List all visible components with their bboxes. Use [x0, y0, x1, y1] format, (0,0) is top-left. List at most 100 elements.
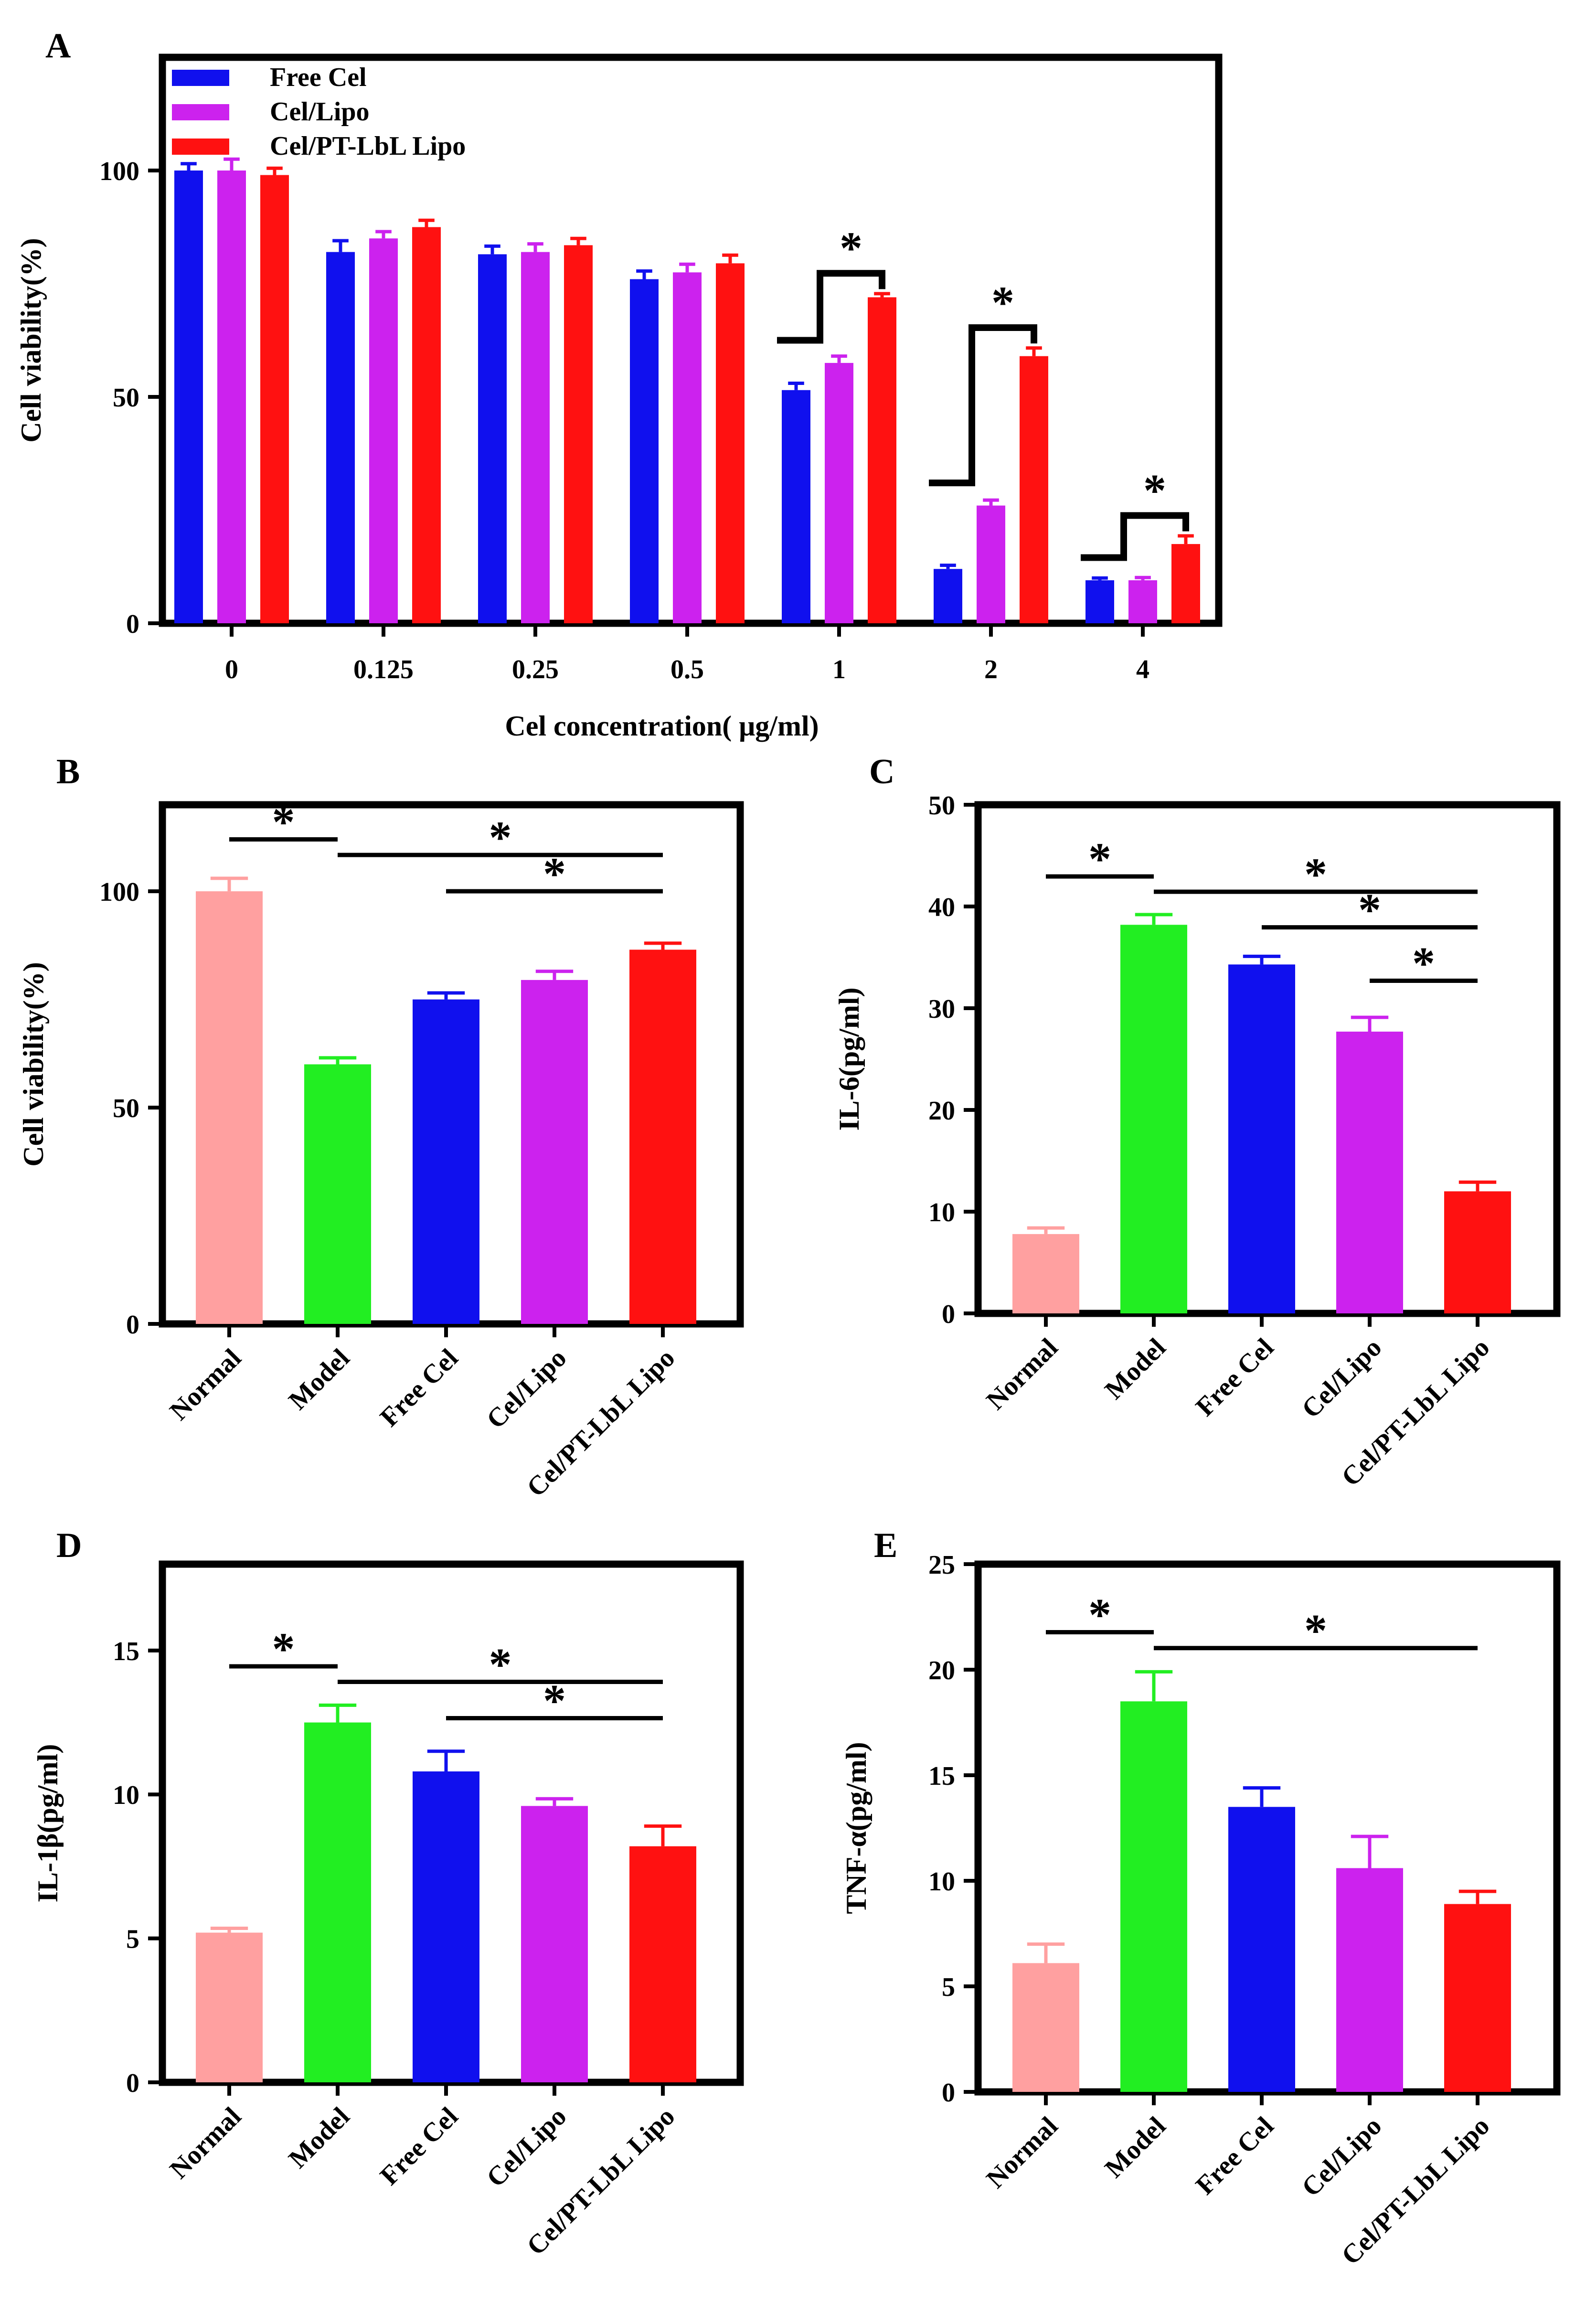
bar-cel-lipo: [521, 980, 588, 1324]
y-tick-label: 0: [942, 1300, 955, 1329]
bar-model: [304, 1722, 371, 2082]
y-axis-label: Cell viability(%): [18, 962, 49, 1166]
y-tick-label: 10: [928, 1198, 955, 1227]
significance-star: *: [1088, 1589, 1111, 1641]
x-tick-label: Model: [283, 1343, 356, 1416]
y-tick-label: 0: [942, 2078, 955, 2108]
y-tick-label: 50: [113, 383, 139, 413]
bar-free-cel-2: [478, 254, 507, 623]
x-tick-label: 2: [984, 655, 998, 684]
bar-free-cel: [1228, 964, 1295, 1313]
legend-entry: Cel/Lipo: [270, 97, 369, 127]
bar-cel-lipo: [521, 1806, 588, 2082]
y-tick-label: 20: [928, 1096, 955, 1126]
legend-entry: Cel/PT-LbL Lipo: [270, 131, 466, 161]
bar-cel-pt-lbl-lipo: [629, 949, 696, 1324]
y-tick-label: 5: [942, 1972, 955, 2002]
bar-cel-pt-lbl-lipo: [1444, 1191, 1511, 1313]
bar-normal: [1012, 1963, 1079, 2092]
bar-model: [1120, 925, 1187, 1313]
bar-cel-lipo-0: [217, 171, 246, 623]
bar-free-cel: [413, 999, 479, 1324]
significance-bracket: [777, 270, 885, 344]
y-tick-label: 10: [928, 1867, 955, 1897]
y-tick-label: 10: [113, 1780, 139, 1810]
x-tick-label: Free Cel: [374, 1343, 464, 1432]
y-tick-label: 50: [113, 1094, 139, 1123]
y-tick-label: 25: [928, 1550, 955, 1580]
x-tick-label: Model: [1099, 1333, 1172, 1405]
significance-bracket: [1081, 512, 1189, 561]
bar-cel-pt-lbl-lipo: [629, 1846, 696, 2082]
y-tick-label: 30: [928, 994, 955, 1024]
legend-swatch: [172, 70, 229, 86]
x-tick-label: Normal: [164, 1343, 247, 1426]
x-tick-label: 0.25: [512, 655, 559, 684]
significance-star: *: [840, 223, 862, 274]
bar-cel-pt-lbl-lipo-5: [1020, 356, 1048, 623]
bar-cel-pt-lbl-lipo-3: [716, 263, 745, 623]
bar-cel-lipo-5: [977, 505, 1005, 623]
y-tick-label: 0: [126, 1310, 139, 1340]
bar-free-cel-5: [934, 569, 962, 623]
x-tick-label: Cel/Lipo: [481, 2101, 572, 2193]
bar-cel-pt-lbl-lipo-4: [868, 297, 896, 623]
bar-normal: [1012, 1234, 1079, 1313]
y-tick-label: 100: [99, 157, 139, 186]
bar-cel-lipo-2: [521, 252, 550, 623]
y-tick-label: 20: [928, 1656, 955, 1685]
panel-label-c: C: [869, 752, 894, 791]
bar-free-cel-1: [326, 252, 355, 623]
panel-label-b: B: [56, 752, 80, 791]
bar-free-cel-4: [782, 390, 810, 623]
panel-label-e: E: [874, 1526, 897, 1565]
x-tick-label: Model: [1099, 2111, 1172, 2184]
y-tick-label: 40: [928, 893, 955, 922]
significance-star: *: [272, 796, 295, 847]
y-tick-label: 50: [928, 791, 955, 821]
x-tick-label: Model: [283, 2101, 356, 2174]
significance-star: *: [1304, 849, 1327, 900]
bar-model: [304, 1064, 371, 1324]
x-tick-label: Cel/Lipo: [1296, 1333, 1387, 1424]
y-tick-label: 5: [126, 1925, 139, 1954]
x-tick-label: 0.125: [353, 655, 414, 684]
significance-star: *: [543, 1675, 566, 1726]
significance-star: *: [991, 277, 1014, 328]
y-axis-label: Cell viability(%): [15, 238, 47, 442]
significance-star: *: [489, 1639, 512, 1690]
significance-star: *: [489, 812, 512, 863]
bar-cel-pt-lbl-lipo: [1444, 1904, 1511, 2092]
bar-model: [1120, 1701, 1187, 2092]
bar-free-cel-0: [174, 171, 203, 623]
significance-star: *: [1088, 833, 1111, 885]
bar-normal: [196, 891, 263, 1324]
y-tick-label: 15: [928, 1761, 955, 1791]
significance-star: *: [1304, 1605, 1327, 1656]
x-tick-label: 0.5: [670, 655, 704, 684]
panel-label-d: D: [56, 1526, 82, 1565]
bar-cel-pt-lbl-lipo-1: [412, 227, 441, 623]
bar-cel-pt-lbl-lipo-6: [1171, 544, 1200, 623]
y-tick-label: 15: [113, 1637, 139, 1666]
x-tick-label: Normal: [981, 1333, 1064, 1416]
bar-normal: [196, 1932, 263, 2082]
bar-free-cel: [413, 1771, 479, 2082]
x-tick-label: 1: [832, 655, 846, 684]
bar-cel-lipo-4: [825, 362, 853, 623]
bar-free-cel-3: [630, 279, 659, 623]
x-tick-label: Free Cel: [1190, 2111, 1279, 2200]
bar-free-cel-6: [1085, 580, 1114, 623]
bar-cel-lipo-6: [1128, 580, 1157, 623]
significance-bracket: [929, 324, 1037, 487]
y-tick-label: 0: [126, 609, 139, 639]
x-tick-label: Free Cel: [374, 2101, 464, 2191]
legend-entry: Free Cel: [270, 63, 367, 92]
bar-cel-lipo: [1336, 1031, 1403, 1313]
y-axis-label: IL-6(pg/ml): [833, 988, 865, 1131]
significance-star: *: [543, 848, 566, 899]
x-tick-label: Free Cel: [1190, 1333, 1279, 1422]
panel-label-a: A: [45, 26, 71, 65]
y-axis-label: IL-1β(pg/ml): [32, 1744, 64, 1903]
